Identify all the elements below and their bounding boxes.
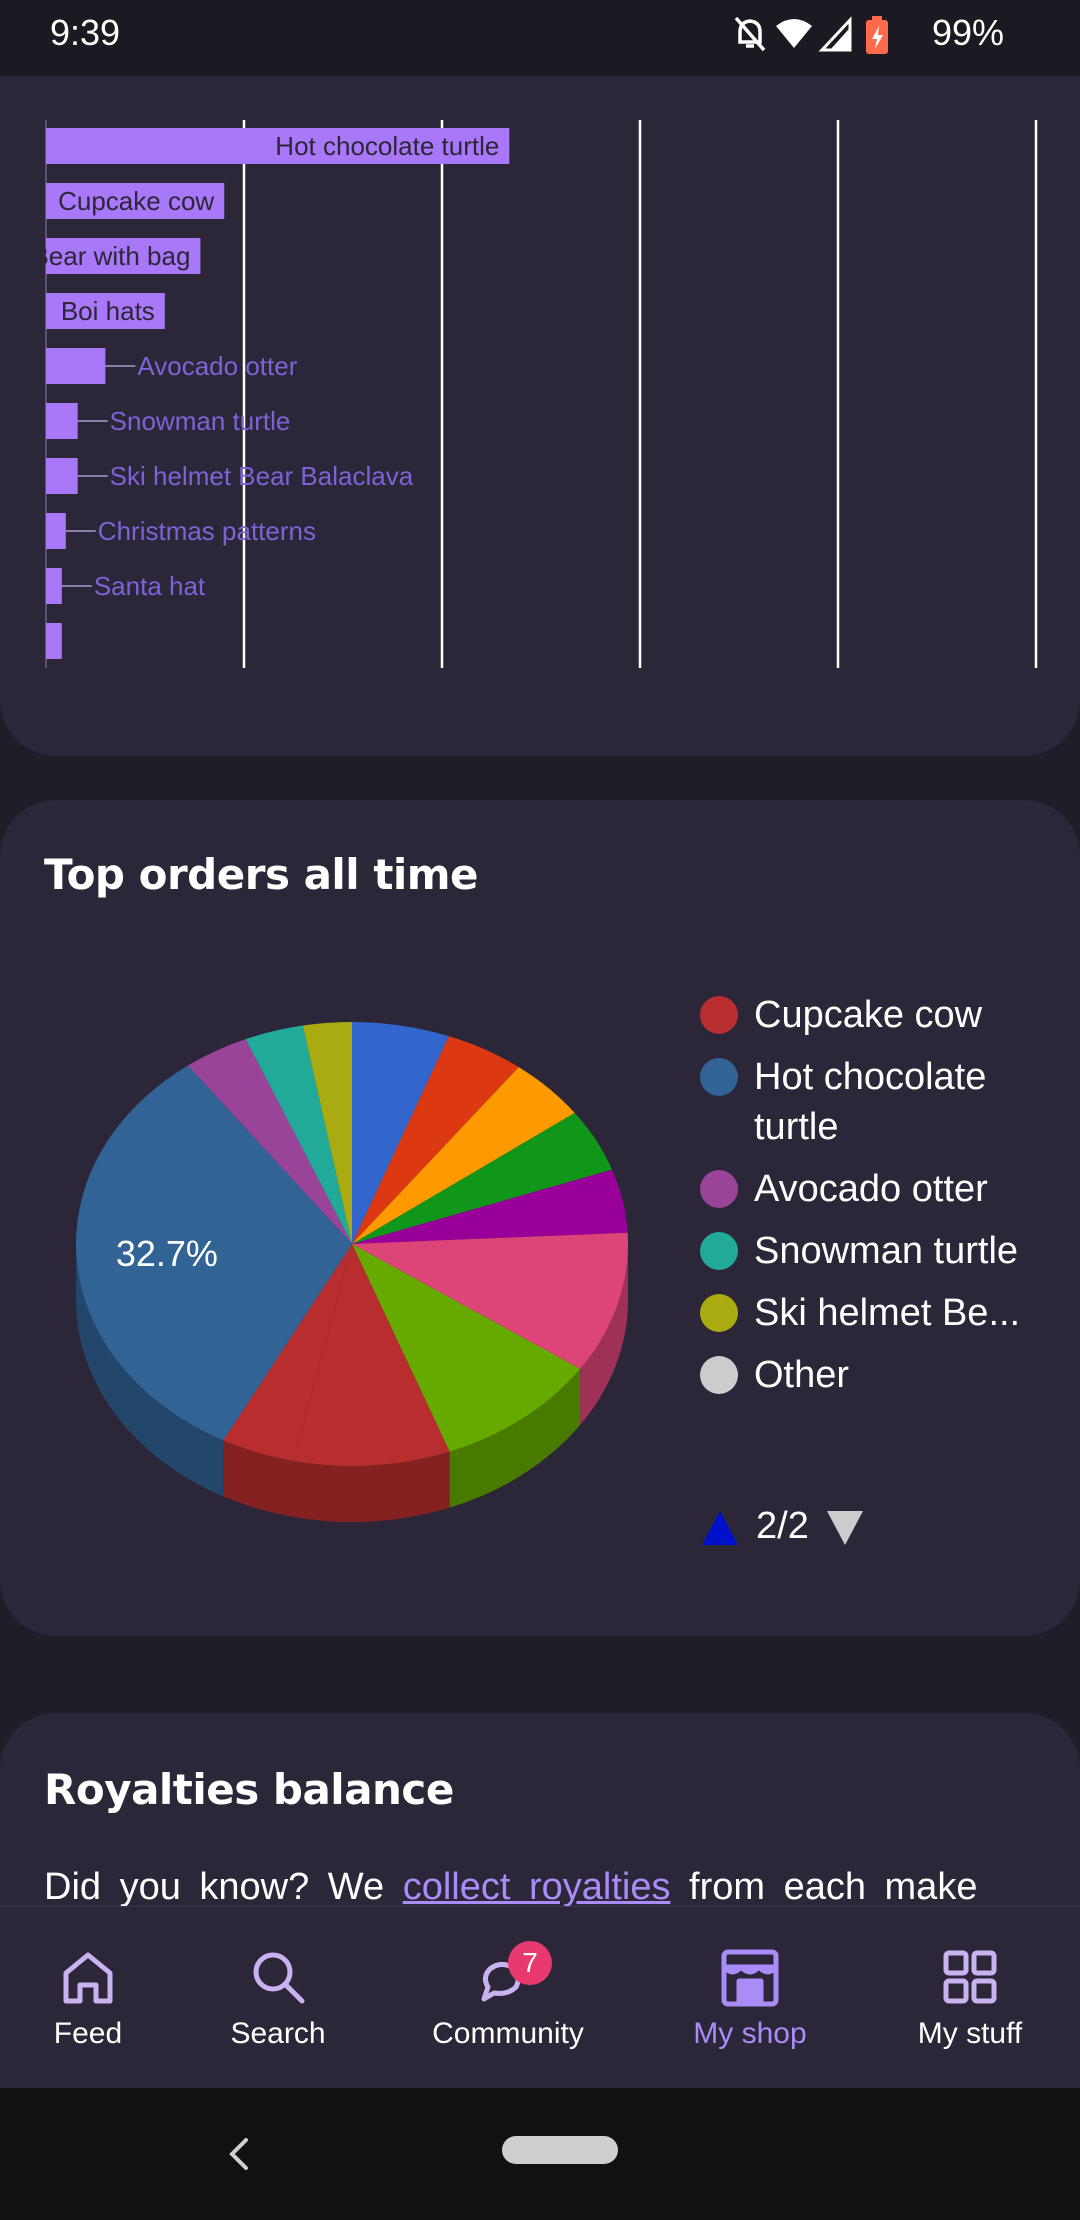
legend-item[interactable]: Snowman turtle [700,1226,1060,1276]
wifi-icon [776,19,812,48]
legend-label: Hot chocolate turtle [754,1056,987,1148]
system-nav-bar [0,2088,1080,2220]
pie-slice[interactable] [352,1244,581,1452]
pie-slice-label: 32.7% [116,1233,218,1274]
bar[interactable] [46,183,225,219]
pie-slice[interactable] [352,1112,613,1244]
bar[interactable] [46,128,510,164]
bar-label: Avocado otter [137,351,297,381]
pie-slice[interactable] [302,1022,352,1244]
bar[interactable] [46,238,201,274]
pie-slice[interactable] [352,1169,628,1244]
signal-icon [818,16,852,52]
pie-slice-side [76,1244,224,1497]
bar-label: Snowman turtle [110,406,291,436]
bar[interactable] [46,293,165,329]
royalties-text-before: Did you know? We [44,1866,385,1908]
legend-swatch [700,1356,738,1394]
nav-search[interactable]: Search [208,1907,348,2089]
bar-label: Cupcake cow [58,186,214,216]
legend-pager: 2/2 [700,1505,865,1548]
status-time: 9:39 [50,12,121,53]
bar[interactable] [46,568,62,604]
home-icon [63,1952,113,2004]
bottom-nav: Feed Search 7 Community My shop [0,1906,1080,2088]
pie-slice[interactable] [352,1036,519,1244]
legend-label: Avocado otter [754,1168,988,1210]
pie-slice-side [293,1451,450,1522]
pie-slice[interactable] [187,1039,352,1244]
nav-my-shop[interactable]: My shop [680,1907,820,2089]
pie-slice[interactable] [352,1232,628,1369]
nav-search-label: Search [230,2017,326,2050]
nav-my-stuff[interactable]: My stuff [900,1907,1040,2089]
legend-swatch [700,1294,738,1332]
legend-swatch [700,1232,738,1270]
nav-my-stuff-label: My stuff [917,2017,1023,2050]
bar-chart: Hot chocolate turtle Cupcake cow Bear with… [31,120,1038,668]
legend-item[interactable]: Ski helmet Be... [700,1288,1060,1338]
nav-feed[interactable]: Feed [18,1907,158,2089]
pager-down-icon[interactable] [825,1507,865,1547]
pie-slice[interactable] [352,1022,449,1244]
pie-slice[interactable] [352,1067,575,1244]
bar-label: Ski helmet Bear Balaclava [110,461,414,491]
nav-community-label: Community [432,2017,584,2050]
legend-swatch [700,1058,738,1096]
pager-up-icon[interactable] [700,1507,740,1547]
pie-slice-side [449,1368,581,1508]
bar[interactable] [46,403,78,439]
bar-label: Bear with bag [31,241,190,271]
pie-slice[interactable] [223,1244,352,1461]
nav-my-shop-label: My shop [693,2017,807,2050]
legend-label: Other [754,1354,850,1396]
grid-icon [943,1950,997,2004]
pager-label: 2/2 [756,1505,809,1547]
legend-swatch [700,996,738,1034]
legend-item[interactable]: Other [700,1350,1060,1400]
legend-item[interactable]: Cupcake cow [700,990,1060,1040]
battery-charging-icon [866,16,888,54]
legend-label: Ski helmet Be... [754,1292,1021,1334]
legend-label: Cupcake cow [754,994,983,1036]
nav-feed-label: Feed [53,2017,123,2050]
pie-chart[interactable]: 32.7% [0,980,680,1540]
nav-community[interactable]: 7 Community [418,1907,598,2089]
royalties-text-after: from each make [689,1866,978,1908]
top-orders-title: Top orders all time [44,850,479,899]
pie-slice[interactable] [76,1065,352,1441]
nav-community-icon-wrap: 7 [478,1941,552,2007]
status-icons [734,16,888,54]
collect-royalties-link[interactable]: collect royalties [402,1866,671,1908]
bell-off-icon [734,16,766,52]
pie-slice[interactable] [245,1025,352,1244]
home-pill[interactable] [502,2136,618,2164]
royalties-text: Did you know? We collect royalties from … [44,1866,1044,1909]
bar[interactable] [46,458,78,494]
bar[interactable] [46,348,106,384]
pie-legend: Cupcake cow Hot chocolate turtle Avocado o… [700,990,1060,1412]
bar-label: Boi hats [61,296,155,326]
legend-item[interactable]: Avocado otter [700,1164,1060,1214]
bar-label: Santa hat [94,571,206,601]
bar-label: Hot chocolate turtle [275,131,499,161]
pie-slice-side [580,1244,628,1425]
pie-slice-side [223,1440,294,1517]
legend-item[interactable]: Hot chocolate turtle [700,1052,1060,1152]
bar[interactable] [46,623,62,659]
status-bar: 9:39 99% [0,0,1080,76]
pie-slice[interactable] [293,1244,450,1466]
bar[interactable] [46,513,66,549]
shop-icon [721,1949,779,2007]
community-badge: 7 [508,1941,552,1985]
battery-percent: 99% [931,12,1004,53]
back-icon[interactable] [224,2134,254,2174]
legend-swatch [700,1170,738,1208]
royalties-title: Royalties balance [44,1765,454,1814]
legend-label: Snowman turtle [754,1230,1019,1272]
search-icon [253,1952,305,2004]
bar-label: Christmas patterns [98,516,316,546]
